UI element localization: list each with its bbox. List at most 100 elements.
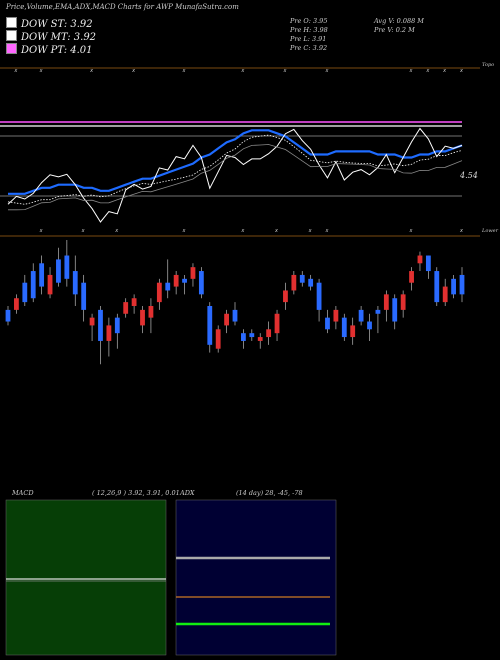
pre-open: Pre O: 3.95 — [290, 17, 328, 25]
signal-marker: x — [459, 68, 463, 74]
signal-marker: x — [81, 228, 85, 234]
dow-st-legend: DOW ST: 3.92 — [6, 17, 93, 30]
candle-body — [224, 313, 229, 326]
candle-body — [425, 255, 431, 272]
candle-body — [257, 337, 263, 341]
candle-body — [123, 302, 129, 314]
signal-marker: x — [274, 228, 278, 234]
candle-body — [173, 274, 179, 287]
candle-body — [375, 309, 381, 314]
signal-markers: x x x x x x x x x x x x x x x x x x x x x x — [13, 68, 463, 234]
candle-body — [182, 278, 187, 283]
signal-marker: x — [182, 68, 186, 74]
signal-marker: x — [409, 228, 413, 234]
dow-st-label: DOW ST: 3.92 — [21, 19, 93, 30]
candle-body — [14, 298, 19, 310]
dow-pt-label: DOW PT: 4.01 — [21, 45, 93, 56]
candle-body — [400, 294, 406, 310]
candle-body — [299, 274, 305, 283]
candle-body — [249, 333, 255, 338]
candle-body — [232, 309, 238, 322]
candle-body — [39, 263, 45, 287]
signal-marker: x — [240, 68, 244, 74]
adx-params: (14 day) 28, -45, -78 — [236, 489, 303, 497]
dow-pt-swatch — [6, 43, 17, 54]
candle-body — [434, 271, 440, 303]
candle-body — [333, 309, 339, 322]
top-marker: Topo — [482, 62, 494, 68]
candle-body — [30, 271, 36, 299]
signal-marker: x — [182, 228, 186, 234]
candle-body — [283, 290, 288, 303]
chart-title: Price,Volume,EMA,ADX,MACD Charts for AWP… — [6, 3, 239, 11]
macd-params: ( 12,26,9 ) 3.92, 3.91, 0.01 — [92, 489, 180, 497]
candle-body — [451, 278, 456, 295]
ema-white-line — [7, 127, 463, 223]
candle-body — [350, 325, 356, 338]
candle-body — [89, 317, 95, 326]
candle-body — [383, 294, 389, 310]
candle-body — [165, 282, 171, 291]
pre-volume: Pre V: 0.2 M — [374, 26, 415, 34]
signal-marker: x — [324, 68, 328, 74]
dow-mt-legend: DOW MT: 3.92 — [6, 30, 96, 43]
candle-body — [98, 309, 103, 341]
avg-volume: Avg V: 0.088 M — [374, 17, 424, 25]
candle-body — [341, 317, 347, 338]
candle-body — [459, 274, 465, 295]
signal-marker: x — [425, 68, 429, 74]
candle-body — [308, 278, 314, 287]
dow-mt-swatch — [6, 30, 17, 41]
candle-body — [266, 329, 272, 338]
pre-low: Pre L: 3.91 — [290, 35, 327, 43]
candle-body — [358, 309, 364, 322]
candle-body — [22, 282, 28, 303]
macd-panel-bg — [5, 499, 167, 656]
candle-body — [207, 306, 213, 345]
candle-body — [5, 309, 11, 322]
candle-body — [442, 286, 448, 303]
signal-marker: x — [442, 68, 446, 74]
candle-body — [81, 282, 87, 310]
signal-marker: x — [459, 228, 463, 234]
signal-marker: x — [324, 228, 328, 234]
candle-body — [198, 271, 204, 295]
lower-marker: Lower — [481, 228, 499, 234]
macd-title: MACD — [11, 489, 34, 497]
ema-dotted-line — [7, 134, 463, 205]
candle-body — [274, 313, 280, 334]
signal-marker: x — [409, 68, 413, 74]
adx-title: ADX — [179, 489, 195, 497]
candlestick-group — [5, 240, 465, 365]
signal-marker: x — [89, 68, 93, 74]
adx-panel-bg — [175, 499, 337, 656]
pre-high: Pre H: 3.98 — [290, 26, 328, 34]
signal-marker: x — [114, 228, 118, 234]
pre-close: Pre C: 3.92 — [290, 44, 328, 52]
signal-marker: x — [39, 68, 43, 74]
signal-marker: x — [308, 228, 312, 234]
dow-st-swatch — [6, 17, 17, 28]
candle-body — [114, 317, 120, 334]
signal-marker: x — [282, 68, 286, 74]
candle-body — [148, 306, 154, 318]
candle-body — [325, 317, 330, 330]
candle-body — [215, 329, 221, 349]
dow-pt-legend: DOW PT: 4.01 — [6, 43, 93, 56]
candle-body — [316, 282, 322, 310]
candle-body — [131, 298, 137, 306]
candle-body — [409, 271, 414, 283]
candle-body — [190, 267, 196, 279]
candle-body — [106, 325, 112, 341]
signal-marker: x — [240, 228, 244, 234]
candle-body — [367, 321, 372, 330]
signal-marker: x — [39, 228, 43, 234]
candle-body — [417, 255, 423, 264]
candle-body — [392, 298, 398, 322]
candle-body — [156, 282, 162, 303]
candle-body — [291, 274, 297, 291]
signal-marker: x — [13, 68, 17, 74]
candle-body — [64, 255, 70, 279]
signal-marker: x — [131, 68, 135, 74]
candle-body — [56, 259, 61, 283]
